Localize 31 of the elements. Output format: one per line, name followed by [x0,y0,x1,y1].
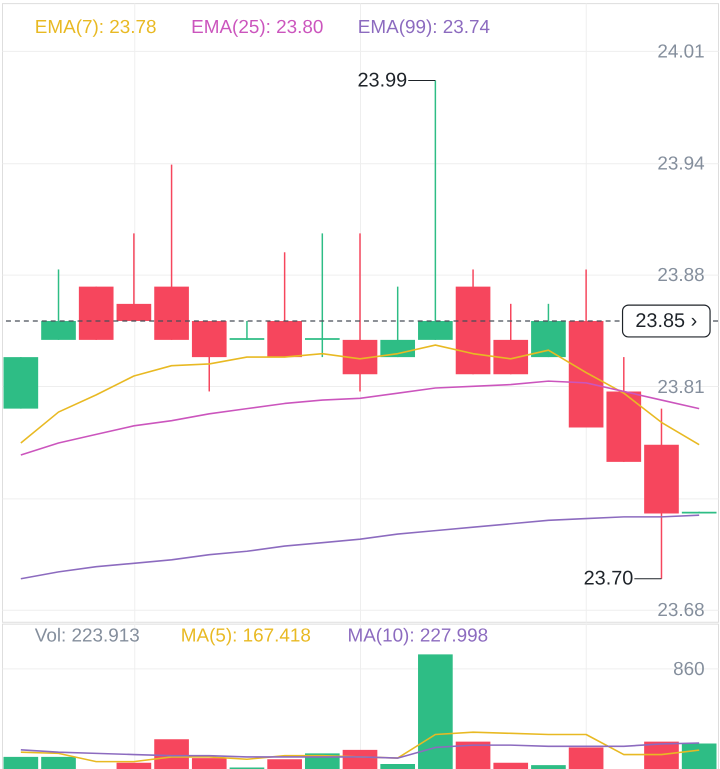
text: MA(10): 227.998 [347,626,488,647]
text: EMA(25): 23.80 [191,16,324,38]
y-tick-label: 23.88 [657,265,705,286]
bar [41,756,76,769]
y-tick-label: 23.94 [657,153,705,174]
y-tick-label: 24.01 [657,42,705,63]
bar [418,654,453,769]
bar [531,765,566,769]
candlestick [418,80,453,341]
annotation: Vol: 223.913 [34,626,140,647]
bar [116,762,152,769]
bar [3,756,38,769]
bar [192,758,227,769]
bar [380,764,416,769]
candlestick [304,232,340,358]
bar [493,762,528,769]
ref-line-label: 23.85 › [635,310,698,332]
bar [682,743,717,769]
bar [568,747,604,769]
y-tick-label: 860 [673,658,705,680]
text: EMA(7): 23.78 [34,16,157,38]
annotation: 23.70 [584,568,634,590]
annotation: 23.99 [357,69,408,92]
bar [456,742,490,769]
bar [342,750,378,769]
y-tick-label: 23.68 [657,600,705,622]
candlestick [230,320,264,341]
y-tick-label: 23.81 [657,376,705,398]
text: EMA(99): 23.74 [358,16,490,38]
bar [267,759,302,769]
text: MA(5): 167.418 [180,626,311,647]
